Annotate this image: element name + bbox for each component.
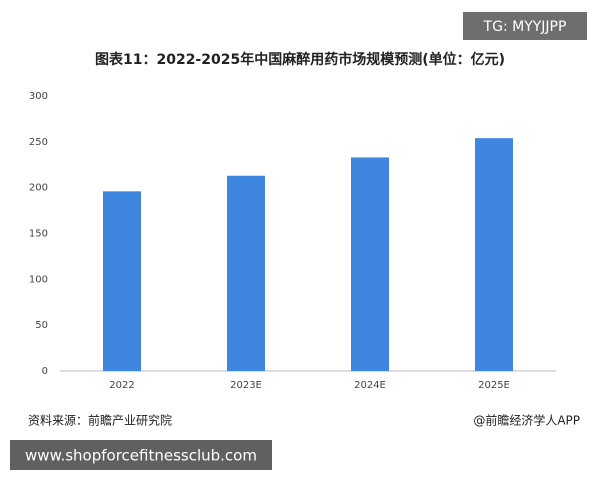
- x-tick-label: 2024E: [354, 380, 386, 391]
- tag-box: [463, 12, 587, 40]
- bar: [103, 191, 141, 371]
- x-tick-label: 2022: [109, 380, 134, 391]
- y-tick-label: 0: [42, 366, 48, 377]
- bar: [351, 157, 389, 371]
- x-tick-label: 2025E: [478, 380, 510, 391]
- y-tick-label: 250: [29, 137, 48, 148]
- y-tick-label: 300: [29, 91, 48, 102]
- url-box: [10, 440, 272, 470]
- y-tick-label: 200: [29, 183, 48, 194]
- tag: TG: MYYJJPP: [483, 19, 567, 35]
- y-tick-label: 100: [29, 274, 48, 285]
- y-tick-label: 150: [29, 229, 48, 240]
- bar: [475, 138, 513, 371]
- x-tick-label: 2023E: [230, 380, 262, 391]
- bar: [227, 175, 265, 371]
- source: 资料来源：前瞻产业研究院: [28, 413, 172, 428]
- chart-title: 图表11：2022-2025年中国麻醉用药市场规模预测(单位：亿元): [95, 51, 505, 68]
- y-tick-label: 50: [35, 320, 48, 331]
- url: www.shopforcefitnessclub.com: [25, 447, 257, 465]
- credit: @前瞻经济学人APP: [473, 413, 580, 428]
